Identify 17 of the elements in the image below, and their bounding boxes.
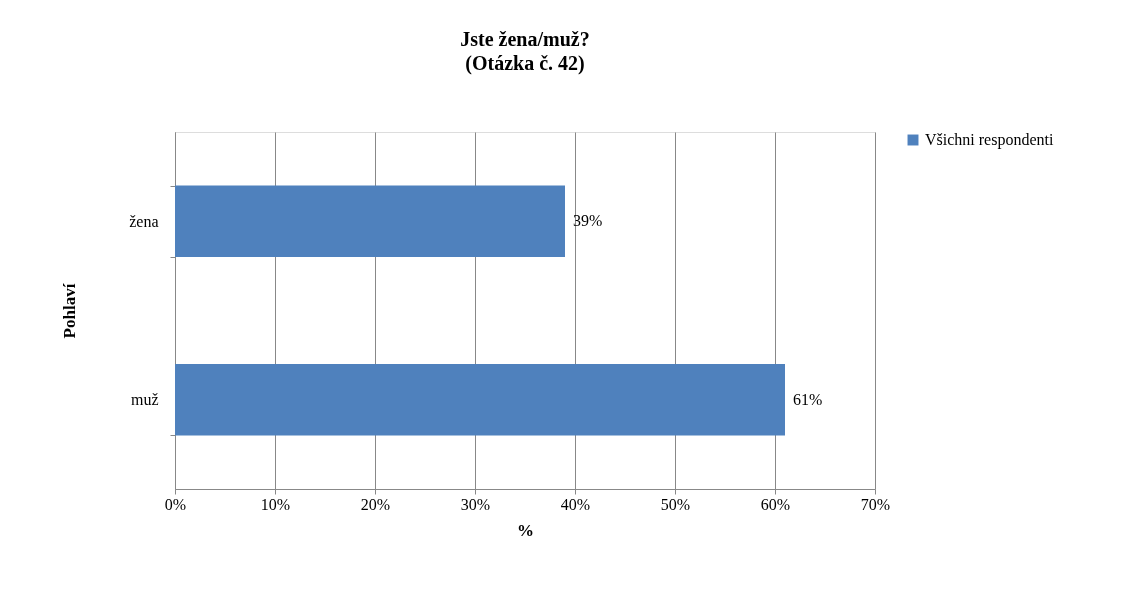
data-label: 61% xyxy=(793,390,823,408)
x-tick-label: 20% xyxy=(360,495,391,513)
x-tick-label: 40% xyxy=(560,495,591,513)
x-tick-label: 60% xyxy=(760,495,791,513)
data-label: 39% xyxy=(573,212,603,230)
x-tick-label: 50% xyxy=(660,495,691,513)
chart-title: Jste žena/muž? xyxy=(460,28,590,50)
y-tick-label: žena xyxy=(129,212,159,230)
x-tick-label: 0% xyxy=(164,495,187,513)
x-tick-label: 30% xyxy=(460,495,491,513)
x-axis-title: % xyxy=(517,520,534,540)
chart-subtitle: (Otázka č. 42) xyxy=(465,52,585,75)
x-tick-label: 70% xyxy=(860,495,891,513)
legend-label: Všichni respondenti xyxy=(925,131,1054,149)
y-tick-label: muž xyxy=(130,391,159,409)
x-tick-label: 10% xyxy=(260,495,291,513)
y-axis-title: Pohlaví xyxy=(60,283,80,339)
